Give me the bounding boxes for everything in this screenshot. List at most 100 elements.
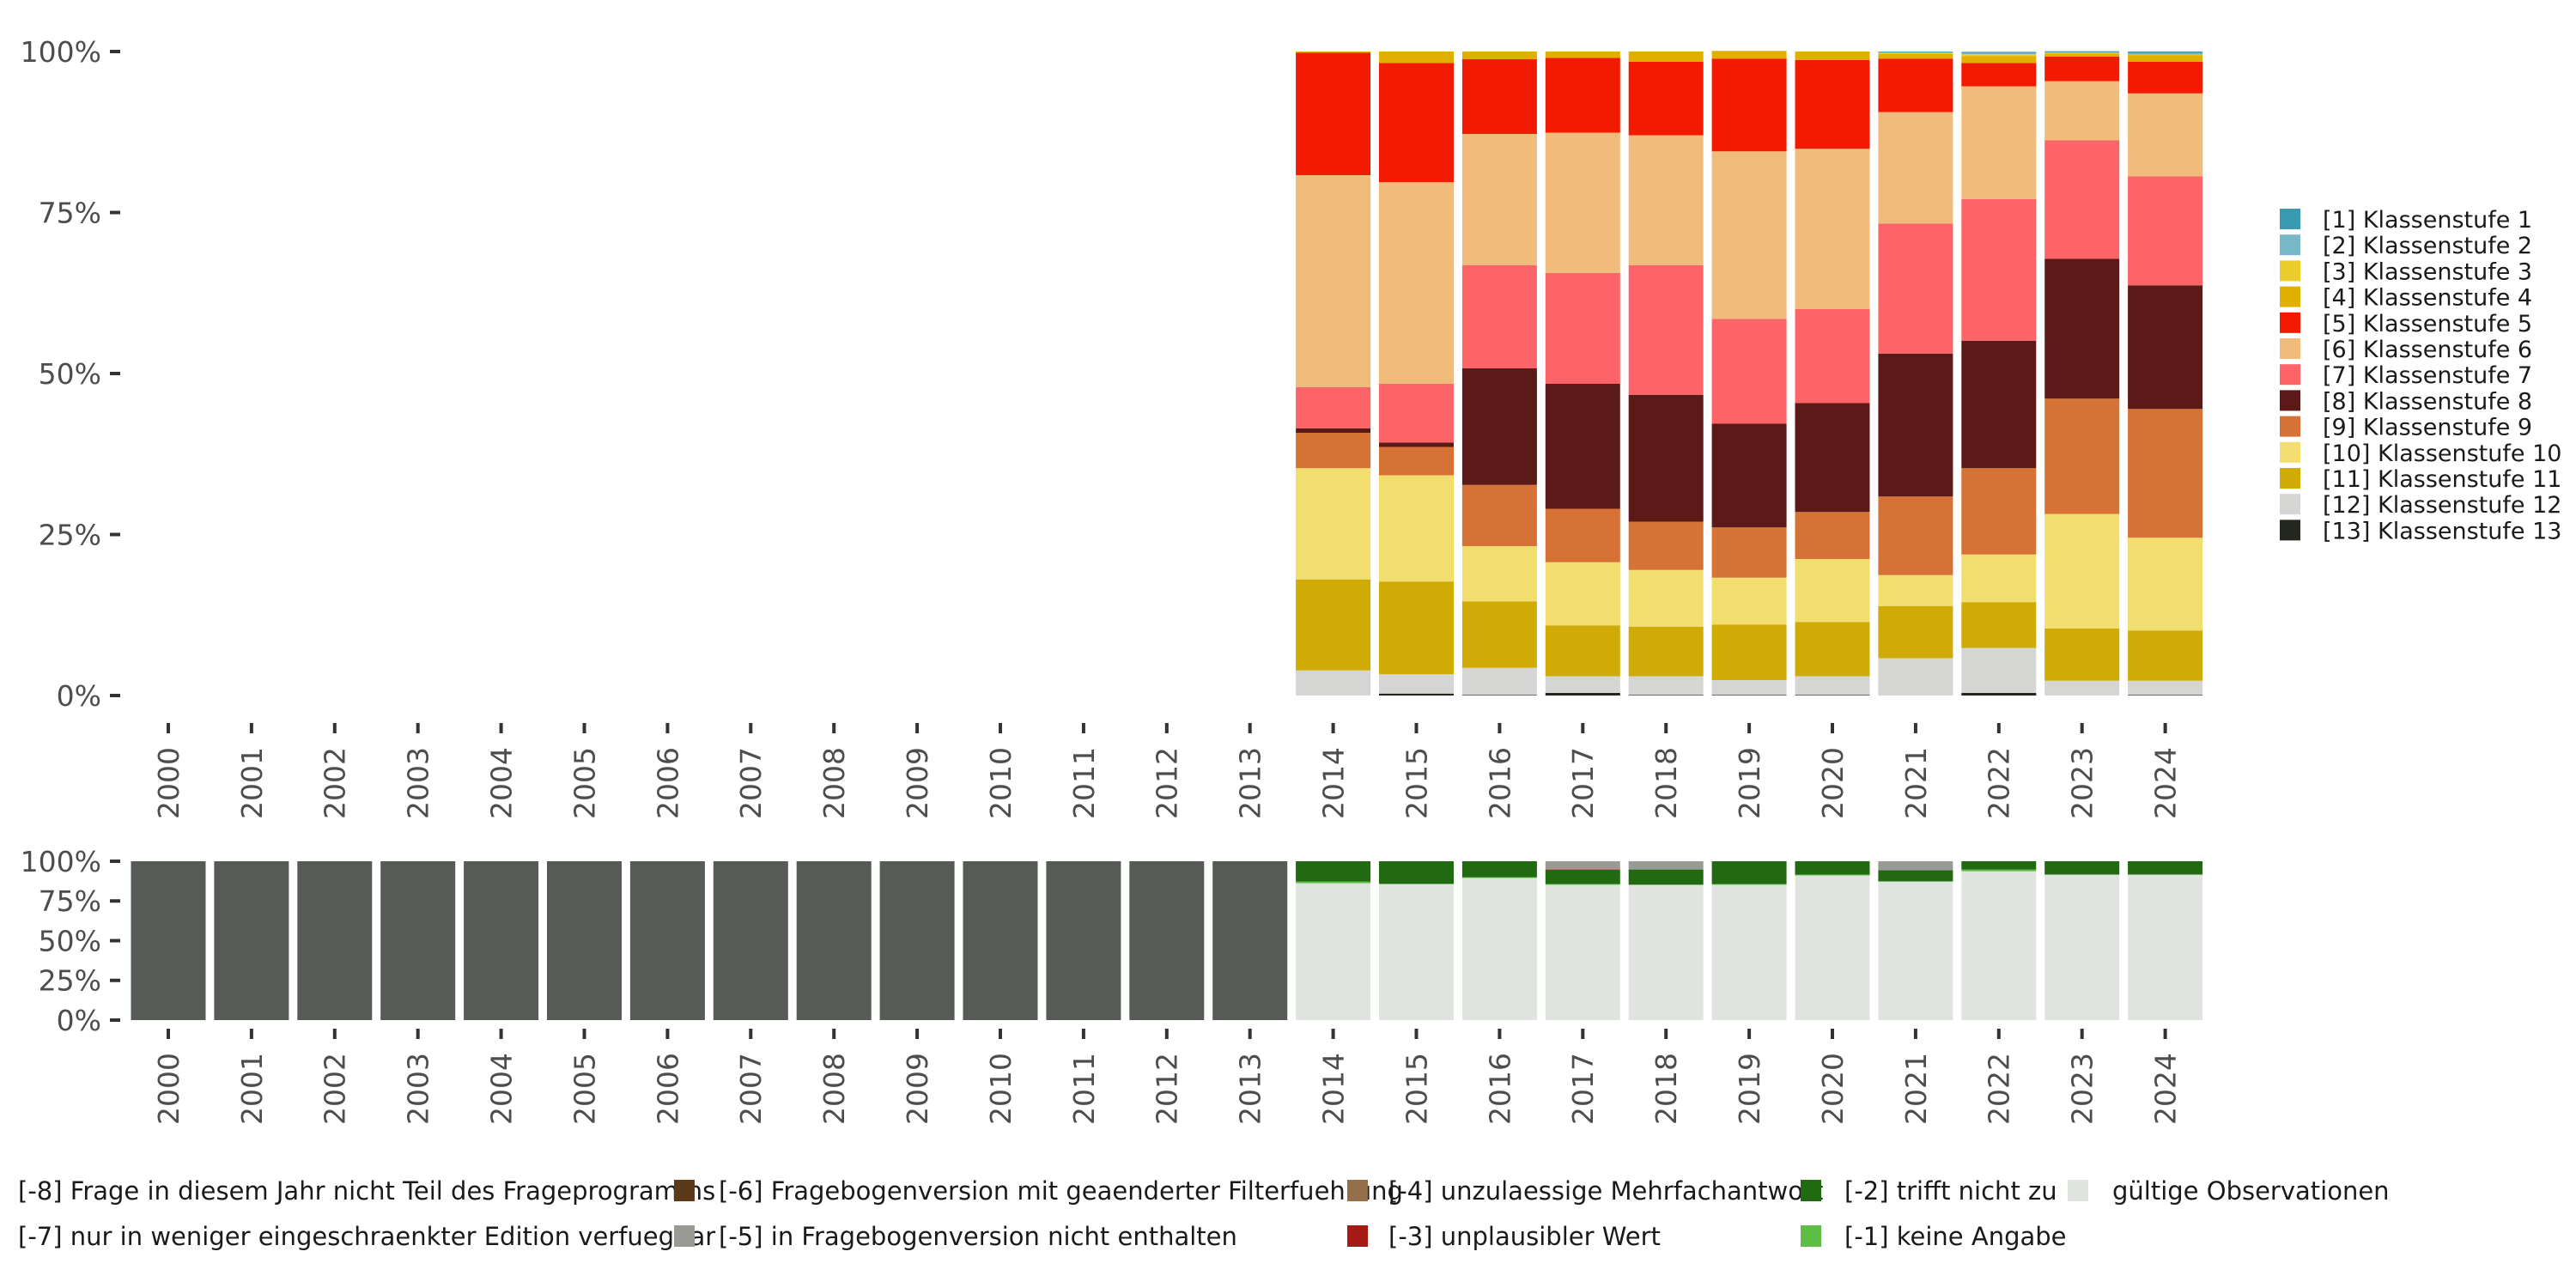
top-legend-label: [1] Klassenstufe 1 bbox=[2323, 207, 2532, 234]
legend-swatch-icon bbox=[2280, 441, 2300, 463]
bar-segment-2018-4-klassenstufe-4 bbox=[1628, 52, 1704, 62]
bar-segment-2003--8-frage-in-diesem-jahr-nicht-teil-des-frageprogramms bbox=[380, 861, 456, 1020]
bar-segment-2018--2-trifft-nicht-zu bbox=[1628, 869, 1704, 885]
bar-segment-2020-7-klassenstufe-7 bbox=[1795, 309, 1870, 404]
bar-segment-2019-8-klassenstufe-8 bbox=[1711, 423, 1787, 528]
bottom-chart-x-tick-label: 2008 bbox=[817, 1053, 851, 1125]
bar-segment-2016-13-klassenstufe-13 bbox=[1461, 695, 1537, 696]
bar-segment-2014-g-ltige-observationen bbox=[1296, 883, 1371, 1020]
bar-segment-2022-12-klassenstufe-12 bbox=[1961, 647, 2037, 693]
bar-segment-2014-5-klassenstufe-5 bbox=[1296, 52, 1371, 175]
top-legend-item: [1] Klassenstufe 1 bbox=[2280, 207, 2532, 234]
bar-segment-2011--8-frage-in-diesem-jahr-nicht-teil-des-frageprogramms bbox=[1046, 861, 1121, 1020]
bottom-legend-label: [-1] keine Angabe bbox=[1844, 1222, 2067, 1251]
bar-segment-2014-7-klassenstufe-7 bbox=[1296, 386, 1371, 428]
bar-segment-2015-7-klassenstufe-7 bbox=[1379, 384, 1454, 443]
top-chart-x-tick-label: 2022 bbox=[1983, 747, 2016, 819]
bar-segment-2015-12-klassenstufe-12 bbox=[1379, 674, 1454, 694]
top-chart-x-tick-label: 2012 bbox=[1151, 747, 1184, 819]
legend-swatch-icon bbox=[1347, 1225, 1368, 1247]
bar-segment-2016-9-klassenstufe-9 bbox=[1461, 484, 1537, 546]
bar-segment-2020--2-trifft-nicht-zu bbox=[1795, 861, 1870, 875]
bar-segment-2015--2-trifft-nicht-zu bbox=[1379, 861, 1454, 884]
top-legend-item: [5] Klassenstufe 5 bbox=[2280, 311, 2532, 337]
bar-segment-2020--1-keine-angabe bbox=[1795, 874, 1870, 876]
bottom-legend-item: [-6] Fragebogenversion mit geaenderter F… bbox=[674, 1176, 1403, 1206]
legend-swatch-icon bbox=[2280, 209, 2300, 229]
top-chart-x-tick-label: 2017 bbox=[1566, 747, 1600, 819]
bar-segment-2020-10-klassenstufe-10 bbox=[1795, 559, 1870, 623]
bar-segment-2021-8-klassenstufe-8 bbox=[1878, 353, 1953, 497]
bar-segment-2018--5-in-fragebogenversion-nicht-enthalten bbox=[1628, 861, 1704, 870]
bottom-legend-item: [-4] unzulaessige Mehrfachantwort bbox=[1347, 1176, 1823, 1206]
top-legend-item: [6] Klassenstufe 6 bbox=[2280, 337, 2532, 363]
bar-segment-2017-10-klassenstufe-10 bbox=[1545, 562, 1620, 626]
bar-segment-2014-12-klassenstufe-12 bbox=[1296, 670, 1371, 696]
bar-segment-2017-12-klassenstufe-12 bbox=[1545, 676, 1620, 693]
bar-segment-2013--8-frage-in-diesem-jahr-nicht-teil-des-frageprogramms bbox=[1212, 861, 1288, 1020]
top-chart-x-tick-label: 2003 bbox=[402, 747, 435, 819]
bar-segment-2018-11-klassenstufe-11 bbox=[1628, 626, 1704, 677]
bar-segment-2022-10-klassenstufe-10 bbox=[1961, 554, 2037, 603]
legend-swatch-icon bbox=[2280, 519, 2300, 541]
bar-segment-2019-7-klassenstufe-7 bbox=[1711, 319, 1787, 424]
bar-segment-2017-13-klassenstufe-13 bbox=[1545, 693, 1620, 696]
bar-segment-2023-2-klassenstufe-2 bbox=[2044, 52, 2120, 53]
bottom-chart-x-tick-label: 2009 bbox=[901, 1053, 934, 1125]
top-chart-x-tick-label: 2011 bbox=[1067, 747, 1101, 819]
bottom-legend-label: [-4] unzulaessige Mehrfachantwort bbox=[1388, 1176, 1823, 1206]
bar-segment-2023--2-trifft-nicht-zu bbox=[2044, 861, 2120, 875]
bar-segment-2016-7-klassenstufe-7 bbox=[1461, 265, 1537, 368]
top-chart-x-tick-label: 2002 bbox=[319, 747, 352, 819]
bottom-chart-y-tick-label: 100% bbox=[21, 845, 101, 878]
legend-swatch-icon bbox=[674, 1225, 695, 1247]
bar-segment-2017-9-klassenstufe-9 bbox=[1545, 508, 1620, 562]
top-legend-label: [11] Klassenstufe 11 bbox=[2323, 466, 2561, 493]
top-legend-grade-levels: [1] Klassenstufe 1[2] Klassenstufe 2[3] … bbox=[2280, 207, 2561, 544]
bottom-legend-missing-categories: [-8] Frage in diesem Jahr nicht Teil des… bbox=[18, 1176, 2390, 1251]
bottom-chart-x-tick-label: 2024 bbox=[2148, 1053, 2182, 1125]
bar-segment-2019-5-klassenstufe-5 bbox=[1711, 58, 1787, 152]
bar-segment-2009--8-frage-in-diesem-jahr-nicht-teil-des-frageprogramms bbox=[879, 861, 955, 1020]
top-legend-item: [3] Klassenstufe 3 bbox=[2280, 258, 2532, 285]
bar-segment-2024-13-klassenstufe-13 bbox=[2128, 695, 2203, 696]
bar-segment-2000--8-frage-in-diesem-jahr-nicht-teil-des-frageprogramms bbox=[131, 861, 206, 1020]
bar-segment-2017-g-ltige-observationen bbox=[1545, 884, 1620, 1020]
legend-swatch-icon bbox=[674, 1180, 695, 1201]
bar-segment-2008--8-frage-in-diesem-jahr-nicht-teil-des-frageprogramms bbox=[796, 861, 872, 1020]
bottom-legend-label: [-3] unplausibler Wert bbox=[1388, 1222, 1661, 1251]
bottom-chart-x-tick-label: 2002 bbox=[319, 1053, 352, 1125]
bar-segment-2019-13-klassenstufe-13 bbox=[1711, 695, 1787, 696]
bar-segment-2024-8-klassenstufe-8 bbox=[2128, 285, 2203, 410]
bar-segment-2024-3-klassenstufe-3 bbox=[2128, 54, 2203, 56]
top-chart-x-tick-label: 2013 bbox=[1234, 747, 1267, 819]
bar-segment-2012--8-frage-in-diesem-jahr-nicht-teil-des-frageprogramms bbox=[1129, 861, 1205, 1020]
bottom-chart-x-tick-label: 2013 bbox=[1234, 1053, 1267, 1125]
bar-segment-2019-6-klassenstufe-6 bbox=[1711, 151, 1787, 319]
bar-segment-2023-6-klassenstufe-6 bbox=[2044, 81, 2120, 141]
bar-segment-2017-11-klassenstufe-11 bbox=[1545, 625, 1620, 677]
bar-segment-2021-11-klassenstufe-11 bbox=[1878, 605, 1953, 659]
bar-segment-2023-7-klassenstufe-7 bbox=[2044, 140, 2120, 259]
bottom-chart-x-tick-label: 2005 bbox=[568, 1053, 601, 1125]
bottom-legend-item: [-7] nur in weniger eingeschraenkter Edi… bbox=[18, 1222, 715, 1251]
top-chart-x-tick-label: 2021 bbox=[1899, 747, 1933, 819]
bar-segment-2016-6-klassenstufe-6 bbox=[1461, 134, 1537, 265]
top-legend-item: [13] Klassenstufe 13 bbox=[2280, 518, 2561, 544]
bottom-legend-item: [-5] in Fragebogenversion nicht enthalte… bbox=[674, 1222, 1237, 1251]
top-chart-x-tick-label: 2024 bbox=[2148, 747, 2182, 819]
bar-segment-2014-10-klassenstufe-10 bbox=[1296, 468, 1371, 580]
bar-segment-2023-9-klassenstufe-9 bbox=[2044, 398, 2120, 514]
legend-swatch-icon bbox=[2280, 260, 2300, 282]
legend-swatch-icon bbox=[1347, 1180, 1368, 1201]
top-legend-item: [7] Klassenstufe 7 bbox=[2280, 362, 2532, 389]
top-chart-y-tick-label: 0% bbox=[57, 679, 101, 713]
bar-segment-2014-11-klassenstufe-11 bbox=[1296, 580, 1371, 671]
top-legend-item: [12] Klassenstufe 12 bbox=[2280, 492, 2561, 519]
top-chart-x-tick-label: 2015 bbox=[1400, 747, 1433, 819]
top-legend-label: [6] Klassenstufe 6 bbox=[2323, 337, 2532, 363]
bar-segment-2024-6-klassenstufe-6 bbox=[2128, 93, 2203, 177]
bottom-chart-x-tick-label: 2016 bbox=[1483, 1053, 1516, 1125]
bar-segment-2023-8-klassenstufe-8 bbox=[2044, 258, 2120, 399]
